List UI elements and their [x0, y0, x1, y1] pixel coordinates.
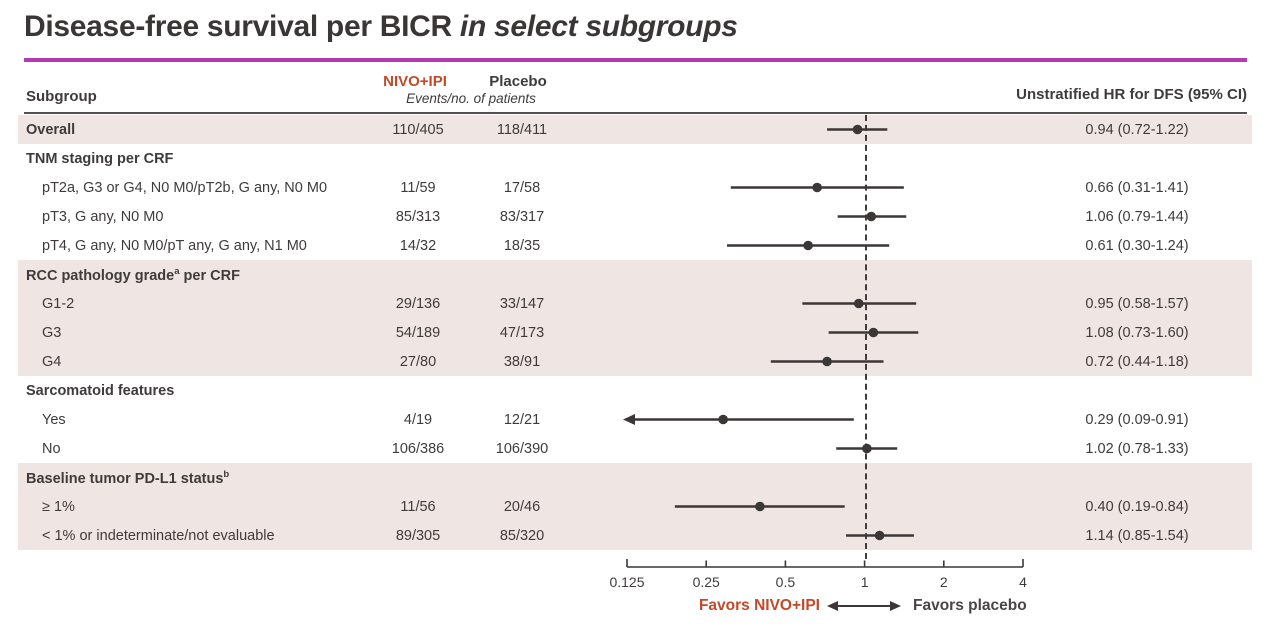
- x-axis-tick-label: 0.5: [775, 574, 796, 590]
- x-axis-tick-label: 0.25: [692, 574, 720, 590]
- page-title-main: Disease-free survival per BICR: [24, 10, 460, 43]
- subgroup-label: ≥ 1%: [42, 498, 75, 515]
- hr-ci-value: 0.94 (0.72-1.22): [1085, 121, 1189, 138]
- subgroup-label: G4: [42, 353, 62, 370]
- reference-line: [865, 115, 867, 559]
- subgroup-label: Overall: [26, 121, 76, 138]
- table-row: G1-2 29/136 33/147 0.95 (0.58-1.57): [0, 289, 1269, 318]
- placebo-events-value: 83/317: [499, 208, 545, 225]
- hr-ci-value: 1.08 (0.73-1.60): [1085, 324, 1189, 341]
- table-row: Overall 110/405 118/411 0.94 (0.72-1.22): [0, 115, 1269, 144]
- column-header-subgroup: Subgroup: [26, 88, 97, 105]
- x-axis-tick-label: 4: [1019, 574, 1027, 590]
- table-row: < 1% or indeterminate/not evaluable 89/30…: [0, 521, 1269, 550]
- subgroup-label: < 1% or indeterminate/not evaluable: [42, 527, 275, 544]
- nivo-events-value: 29/136: [395, 295, 441, 312]
- subgroup-label: G1-2: [42, 295, 75, 312]
- subgroup-label: pT4, G any, N0 M0/pT any, G any, N1 M0: [42, 237, 307, 254]
- subgroup-label: Baseline tumor PD-L1 statusb: [26, 468, 230, 487]
- nivo-events-value: 27/80: [399, 353, 437, 370]
- x-axis: [626, 559, 1024, 568]
- table-row: Yes 4/19 12/21 0.29 (0.09-0.91): [0, 405, 1269, 434]
- x-axis-tick-label: 0.125: [609, 574, 645, 590]
- favors-nivo-label: Favors NIVO+IPI: [698, 597, 820, 614]
- hr-ci-value: 0.29 (0.09-0.91): [1085, 411, 1189, 428]
- hr-ci-value: 1.06 (0.79-1.44): [1085, 208, 1189, 225]
- hr-ci-value: 0.61 (0.30-1.24): [1085, 237, 1189, 254]
- nivo-events-value: 4/19: [403, 411, 433, 428]
- table-row: G4 27/80 38/91 0.72 (0.44-1.18): [0, 347, 1269, 376]
- placebo-events-value: 18/35: [503, 237, 541, 254]
- subgroup-label: Yes: [42, 411, 66, 428]
- hr-ci-value: 0.72 (0.44-1.18): [1085, 353, 1189, 370]
- placebo-events-value: 33/147: [499, 295, 545, 312]
- column-header-nivo-ipi: NIVO+IPI: [383, 73, 447, 90]
- table-row: pT2a, G3 or G4, N0 M0/pT2b, G any, N0 M0…: [0, 173, 1269, 202]
- subgroup-label: No: [42, 440, 61, 457]
- subgroup-label: TNM staging per CRF: [26, 150, 174, 167]
- nivo-events-value: 11/56: [400, 498, 436, 515]
- table-row: pT4, G any, N0 M0/pT any, G any, N1 M0 14…: [0, 231, 1269, 260]
- table-row: No 106/386 106/390 1.02 (0.78-1.33): [0, 434, 1269, 463]
- favors-placebo-label: Favors placebo: [913, 597, 1027, 614]
- hr-ci-value: 0.66 (0.31-1.41): [1085, 179, 1189, 196]
- nivo-events-value: 11/59: [400, 179, 436, 196]
- subgroup-label: pT2a, G3 or G4, N0 M0/pT2b, G any, N0 M0: [42, 179, 328, 196]
- page-title: Disease-free survival per BICR in select…: [24, 10, 738, 44]
- nivo-events-value: 89/305: [395, 527, 441, 544]
- section-row: TNM staging per CRF: [0, 144, 1269, 173]
- subgroup-table-rows: Overall 110/405 118/411 0.94 (0.72-1.22) TNM…: [0, 115, 1269, 550]
- page-title-emphasis: in select subgroups: [459, 10, 738, 43]
- section-row: Sarcomatoid features: [0, 376, 1269, 405]
- subgroup-label: RCC pathology gradea per CRF: [26, 265, 240, 284]
- section-row: RCC pathology gradea per CRF: [0, 260, 1269, 289]
- x-axis-tick-label: 2: [939, 574, 948, 590]
- hr-ci-value: 1.02 (0.78-1.33): [1085, 440, 1189, 457]
- header-underline: [24, 112, 1247, 114]
- section-row: Baseline tumor PD-L1 statusb: [0, 463, 1269, 492]
- subgroup-label: Sarcomatoid features: [26, 382, 175, 399]
- placebo-events-value: 106/390: [495, 440, 549, 457]
- table-row: G3 54/189 47/173 1.08 (0.73-1.60): [0, 318, 1269, 347]
- subgroup-label: G3: [42, 324, 62, 341]
- nivo-events-value: 110/405: [392, 121, 444, 138]
- table-row: pT3, G any, N0 M0 85/313 83/317 1.06 (0.79-…: [0, 202, 1269, 231]
- placebo-events-value: 17/58: [503, 179, 541, 196]
- nivo-events-value: 106/386: [391, 440, 445, 457]
- nivo-events-value: 54/189: [395, 324, 441, 341]
- subgroup-label: pT3, G any, N0 M0: [42, 208, 164, 225]
- favors-double-arrow-icon: [827, 601, 901, 611]
- placebo-events-value: 118/411: [496, 121, 548, 138]
- nivo-events-value: 85/313: [395, 208, 441, 225]
- placebo-events-value: 12/21: [503, 411, 541, 428]
- hr-ci-value: 1.14 (0.85-1.54): [1085, 527, 1189, 544]
- placebo-events-value: 85/320: [499, 527, 545, 544]
- column-header-events-caption: Events/no. of patients: [406, 91, 536, 106]
- placebo-events-value: 47/173: [499, 324, 545, 341]
- column-header-hr: Unstratified HR for DFS (95% CI): [1016, 86, 1247, 103]
- hr-ci-value: 0.95 (0.58-1.57): [1085, 295, 1189, 312]
- hr-ci-value: 0.40 (0.19-0.84): [1085, 498, 1189, 515]
- x-axis-tick-label: 1: [860, 574, 869, 590]
- column-header-placebo: Placebo: [489, 73, 547, 90]
- title-accent-rule: [24, 58, 1247, 62]
- placebo-events-value: 38/91: [503, 353, 541, 370]
- nivo-events-value: 14/32: [399, 237, 437, 254]
- table-row: ≥ 1% 11/56 20/46 0.40 (0.19-0.84): [0, 492, 1269, 521]
- placebo-events-value: 20/46: [503, 498, 541, 515]
